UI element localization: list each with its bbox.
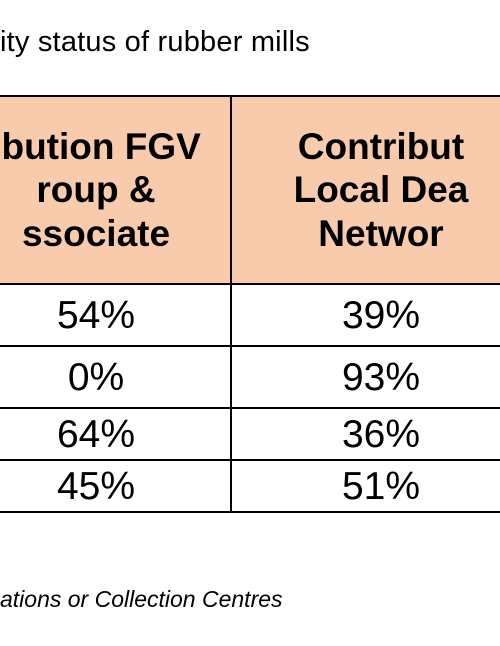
table-cell: 64% xyxy=(0,407,232,461)
table-footnote: ations or Collection Centres xyxy=(0,586,283,612)
table-row: 45% 51% xyxy=(0,459,500,513)
table-cell: 51% xyxy=(230,459,500,513)
table-cell: 39% xyxy=(230,283,500,347)
table-cell: 93% xyxy=(230,345,500,409)
table-container: ibution FGV roup & ssociate Contribut Lo… xyxy=(0,95,500,513)
slide-title: ity status of rubber mills xyxy=(0,26,310,58)
table-row: 64% 36% xyxy=(0,407,500,461)
table-row: 0% 93% xyxy=(0,345,500,409)
header-cell-local-dealer: Contribut Local Dea Networ xyxy=(230,95,500,285)
table-cell: 0% xyxy=(0,345,232,409)
table-cell: 54% xyxy=(0,283,232,347)
table-cell: 36% xyxy=(230,407,500,461)
table-cell: 45% xyxy=(0,459,232,513)
contribution-table: ibution FGV roup & ssociate Contribut Lo… xyxy=(0,95,500,513)
table-row: 54% 39% xyxy=(0,283,500,347)
header-cell-fgv-group: ibution FGV roup & ssociate xyxy=(0,95,232,285)
table-header-row: ibution FGV roup & ssociate Contribut Lo… xyxy=(0,95,500,285)
